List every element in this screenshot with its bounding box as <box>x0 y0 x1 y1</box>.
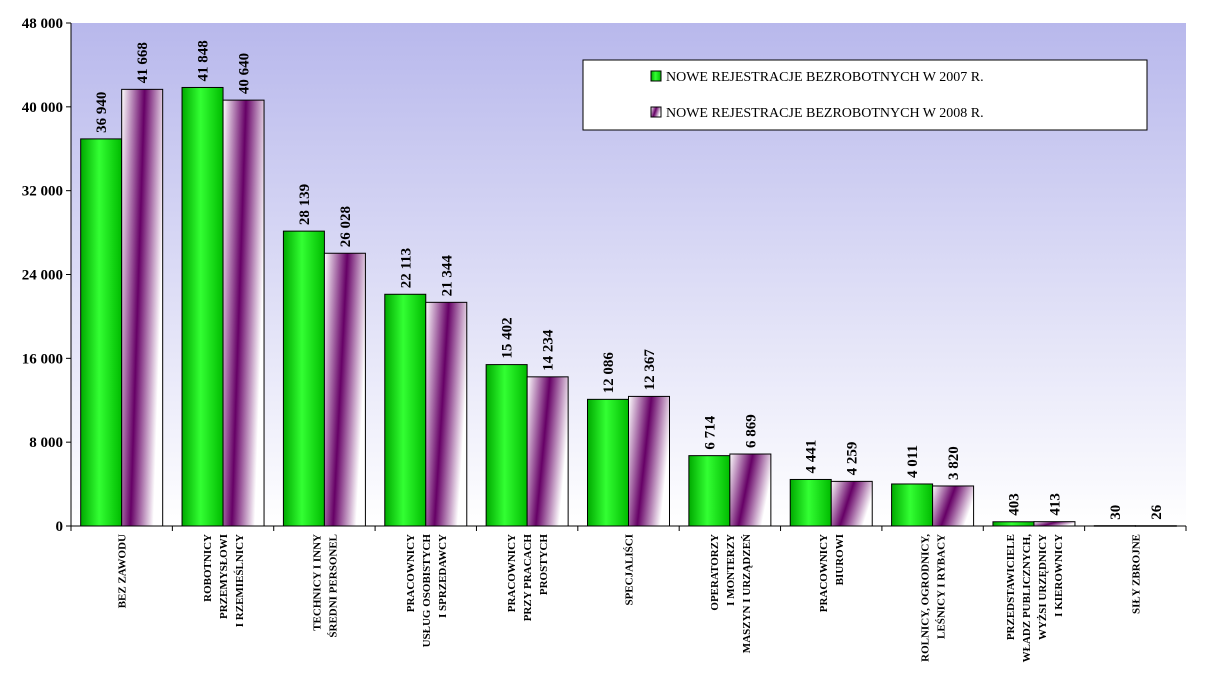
category-label-3: PRACOWNICY USŁUG OSOBISTYCH I SPRZEDAWCY <box>405 534 449 648</box>
category-label-2: TECHNICY I INNY ŚREDNI PERSONEL <box>311 534 339 638</box>
category-label-9-line-2: WYŻSI URZĘDNICY <box>1037 534 1049 640</box>
category-label-1-line-0: ROBOTNICY <box>202 534 214 602</box>
bar-2007-5 <box>587 398 629 527</box>
labels-layer: 36 940 41 668 BEZ ZAWODU 41 848 40 640 ROBOTN… <box>22 16 1165 662</box>
category-label-6: OPERATORZY I MONTERZY MASZYN I URZĄDZEŃ <box>709 534 753 653</box>
bars-layer <box>80 86 1177 527</box>
category-label-6-line-1: I MONTERZY <box>725 534 737 606</box>
category-label-8: ROLNICY, OGRODNICY, LEŚNICY I RYBACY <box>920 534 948 662</box>
value-label-2007-9: 403 <box>1006 493 1022 516</box>
category-label-0: BEZ ZAWODU <box>117 534 129 608</box>
category-label-6-line-0: OPERATORZY <box>709 534 721 611</box>
category-label-10: SIŁY ZBROJNE <box>1130 534 1142 614</box>
value-label-2007-8: 4 011 <box>905 445 921 478</box>
bar-2008-6 <box>729 453 772 527</box>
category-label-10-line-0: SIŁY ZBROJNE <box>1130 534 1142 614</box>
value-label-2008-5: 12 367 <box>642 349 658 391</box>
bar-2008-8 <box>932 485 975 527</box>
category-label-7-line-1: BIUROWI <box>834 534 846 585</box>
bar-2007-3 <box>384 293 427 527</box>
category-label-8-line-1: LEŚNICY I RYBACY <box>936 534 948 639</box>
category-label-9-line-3: I KIEROWNICY <box>1053 534 1065 617</box>
bar-2007-1 <box>181 86 224 527</box>
axes-layer <box>66 22 1187 531</box>
value-label-2007-0: 36 940 <box>94 92 110 133</box>
y-tick-label-1: 8 000 <box>29 435 63 451</box>
legend-label-2007: NOWE REJESTRACJE BEZROBOTNYCH W 2007 R. <box>666 70 984 85</box>
category-label-0-line-0: BEZ ZAWODU <box>117 534 129 608</box>
y-tick-label-6: 48 000 <box>22 16 63 32</box>
category-label-5: SPECJALIŚCI <box>624 534 636 606</box>
bar-2007-6 <box>688 455 731 527</box>
value-label-2007-4: 15 402 <box>500 317 516 358</box>
category-label-1: ROBOTNICY PRZEMYSŁOWI I RZEMIEŚLNICY <box>202 534 246 627</box>
y-tick-label-0: 0 <box>56 519 64 535</box>
bar-2007-9 <box>992 521 1035 527</box>
y-tick-label-4: 32 000 <box>22 184 63 200</box>
legend: NOWE REJESTRACJE BEZROBOTNYCH W 2007 R. … <box>582 59 1148 131</box>
category-label-7: PRACOWNICY BIUROWI <box>818 534 846 612</box>
value-label-2008-0: 41 668 <box>135 42 151 83</box>
value-label-2008-9: 413 <box>1047 493 1063 516</box>
legend-label-2008: NOWE REJESTRACJE BEZROBOTNYCH W 2008 R. <box>666 106 984 121</box>
category-label-4-line-2: PROSTYCH <box>538 534 550 596</box>
category-label-4: PRACOWNICY PRZY PRACACH PROSTYCH <box>506 534 550 622</box>
category-label-9-line-0: PRZEDSTAWICIELE <box>1005 534 1017 640</box>
category-label-5-line-0: SPECJALIŚCI <box>624 534 636 606</box>
y-tick-label-5: 40 000 <box>22 100 63 116</box>
category-label-6-line-2: MASZYN I URZĄDZEŃ <box>741 534 753 653</box>
value-label-2008-4: 14 234 <box>541 329 557 371</box>
value-label-2007-5: 12 086 <box>601 352 617 394</box>
category-label-1-line-1: PRZEMYSŁOWI <box>218 534 230 619</box>
category-label-3-line-1: USŁUG OSOBISTYCH <box>421 534 433 648</box>
value-label-2007-7: 4 441 <box>804 440 820 474</box>
value-label-2008-8: 3 820 <box>946 446 962 480</box>
legend-box <box>582 59 1148 131</box>
bar-2007-4 <box>485 364 528 527</box>
bar-2008-1 <box>222 99 265 527</box>
value-label-2008-7: 4 259 <box>845 442 861 476</box>
y-tick-label-3: 24 000 <box>22 268 63 284</box>
value-label-2007-1: 41 848 <box>196 40 212 81</box>
category-label-9-line-1: WŁADZ PUBLICZNYCH, <box>1021 534 1033 663</box>
legend-swatch-2007 <box>650 70 662 82</box>
value-label-2007-6: 6 714 <box>702 415 718 449</box>
category-label-4-line-0: PRACOWNICY <box>506 534 518 612</box>
bar-2008-2 <box>323 252 366 527</box>
bar-2008-9 <box>1033 521 1076 527</box>
category-label-3-line-2: I SPRZEDAWCY <box>437 534 449 618</box>
value-label-2008-3: 21 344 <box>439 255 455 297</box>
y-tick-label-2: 16 000 <box>22 351 63 367</box>
bar-2007-8 <box>891 483 934 527</box>
category-label-8-line-0: ROLNICY, OGRODNICY, <box>920 534 932 662</box>
bar-2008-7 <box>830 480 873 527</box>
category-label-3-line-0: PRACOWNICY <box>405 534 417 612</box>
category-label-4-line-1: PRZY PRACACH <box>522 534 534 622</box>
legend-swatch-2008 <box>650 106 662 118</box>
value-label-2007-2: 28 139 <box>297 184 313 225</box>
category-label-7-line-0: PRACOWNICY <box>818 534 830 612</box>
bar-2007-7 <box>789 478 832 527</box>
bar-2008-0 <box>121 88 164 527</box>
category-label-2-line-1: ŚREDNI PERSONEL <box>327 534 339 638</box>
bar-2008-5 <box>628 395 670 527</box>
bar-2008-4 <box>526 376 569 527</box>
value-label-2008-2: 26 028 <box>338 206 354 247</box>
bar-2007-2 <box>282 230 325 527</box>
bar-2008-3 <box>425 301 468 527</box>
bar-2007-0 <box>80 138 123 527</box>
category-label-2-line-0: TECHNICY I INNY <box>311 534 323 631</box>
value-label-2007-10: 30 <box>1108 505 1124 520</box>
category-label-1-line-2: I RZEMIEŚLNICY <box>234 534 246 627</box>
value-label-2008-1: 40 640 <box>237 53 253 94</box>
value-label-2007-3: 22 113 <box>398 248 414 288</box>
value-label-2008-6: 6 869 <box>743 414 759 448</box>
category-label-9: PRZEDSTAWICIELE WŁADZ PUBLICZNYCH, WYŻSI U… <box>1005 534 1065 663</box>
value-label-2008-10: 26 <box>1149 504 1165 520</box>
